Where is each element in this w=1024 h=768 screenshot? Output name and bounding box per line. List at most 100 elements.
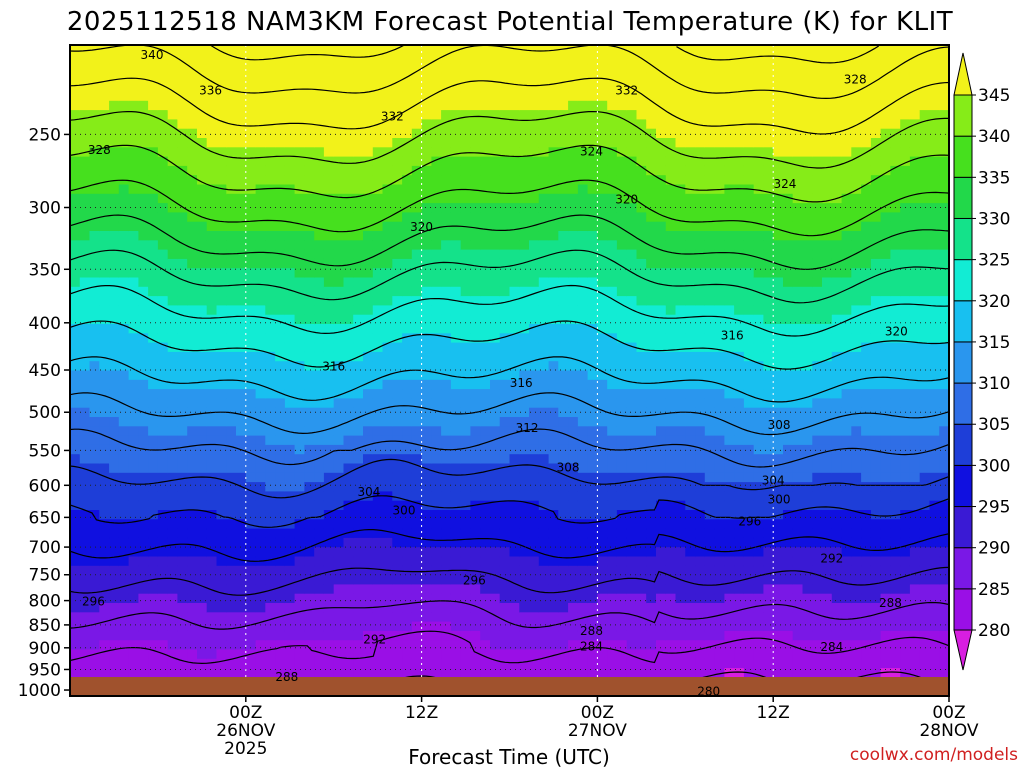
filled-cell (411, 333, 423, 344)
filled-cell (109, 100, 120, 111)
filled-cell (138, 351, 149, 362)
filled-cell (275, 649, 286, 660)
filled-cell (421, 658, 432, 669)
filled-cell (148, 305, 159, 316)
filled-cell (187, 258, 198, 269)
filled-cell (607, 277, 618, 288)
filled-cell (197, 91, 208, 102)
filled-cell (646, 119, 657, 130)
filled-cell (392, 398, 403, 409)
filled-cell (470, 528, 481, 539)
filled-cell (695, 54, 706, 65)
filled-cell (460, 231, 472, 241)
filled-cell (724, 128, 735, 139)
filled-cell (148, 91, 159, 102)
filled-cell (128, 435, 139, 446)
filled-cell (148, 193, 159, 204)
filled-cell (157, 100, 169, 111)
filled-cell (216, 454, 227, 465)
filled-cell (382, 426, 393, 437)
filled-cell (128, 510, 139, 520)
filled-cell (724, 417, 735, 427)
filled-cell (616, 547, 628, 558)
filled-cell (646, 658, 657, 669)
filled-cell (724, 537, 735, 548)
filled-cell (148, 240, 159, 251)
filled-cell (392, 277, 403, 288)
filled-cell (616, 91, 628, 102)
filled-cell (411, 249, 423, 260)
filled-cell (431, 407, 442, 418)
filled-cell (167, 398, 179, 409)
filled-cell (568, 147, 579, 158)
filled-cell (548, 333, 559, 344)
filled-cell (343, 296, 354, 306)
filled-cell (548, 231, 559, 241)
filled-cell (558, 138, 569, 148)
filled-cell (402, 342, 413, 353)
filled-cell (704, 482, 716, 492)
filled-cell (616, 603, 628, 613)
filled-cell (734, 296, 745, 306)
filled-cell (206, 231, 218, 241)
filled-cell (333, 128, 345, 139)
filled-cell (704, 324, 716, 334)
filled-cell (480, 277, 491, 288)
filled-cell (157, 147, 169, 158)
filled-cell (177, 444, 188, 455)
filled-cell (753, 165, 765, 176)
filled-cell (616, 584, 628, 595)
filled-cell (128, 63, 139, 74)
filled-cell (323, 556, 335, 567)
filled-cell (128, 519, 139, 530)
filled-cell (646, 305, 657, 316)
filled-cell (734, 519, 745, 530)
filled-cell (460, 333, 472, 344)
filled-cell (665, 454, 677, 465)
filled-cell (372, 221, 384, 232)
filled-cell (734, 72, 745, 83)
filled-cell (753, 417, 765, 427)
filled-cell (206, 603, 218, 613)
filled-cell (538, 258, 550, 269)
filled-cell (118, 612, 130, 623)
filled-cell (675, 379, 686, 390)
filled-cell (538, 537, 550, 548)
filled-cell (275, 296, 286, 306)
filled-cell (79, 258, 91, 269)
filled-cell (450, 231, 462, 241)
filled-cell (519, 296, 530, 306)
filled-cell (89, 82, 100, 93)
filled-cell (392, 612, 403, 623)
filled-cell (353, 528, 364, 539)
filled-cell (431, 277, 442, 288)
filled-cell (685, 575, 696, 585)
filled-cell (597, 277, 608, 288)
filled-cell (353, 277, 364, 288)
filled-cell (363, 426, 374, 437)
filled-cell (519, 649, 530, 660)
filled-cell (490, 565, 501, 576)
filled-cell (245, 249, 257, 260)
filled-cell (538, 240, 550, 251)
filled-cell (656, 72, 667, 83)
filled-cell (577, 268, 589, 279)
filled-cell (509, 612, 520, 623)
filled-cell (70, 231, 81, 241)
filled-cell (236, 370, 247, 381)
filled-cell (626, 314, 638, 325)
filled-cell (284, 324, 296, 334)
filled-cell (372, 398, 384, 409)
filled-cell (284, 361, 296, 372)
filled-cell (490, 147, 501, 158)
filled-cell (695, 547, 706, 558)
filled-cell (265, 370, 276, 381)
filled-cell (167, 584, 179, 595)
filled-cell (587, 128, 598, 139)
filled-cell (450, 100, 462, 111)
filled-cell (548, 398, 559, 409)
filled-cell (314, 54, 325, 65)
filled-cell (724, 510, 735, 520)
filled-cell (597, 165, 608, 176)
filled-cell (636, 110, 647, 120)
